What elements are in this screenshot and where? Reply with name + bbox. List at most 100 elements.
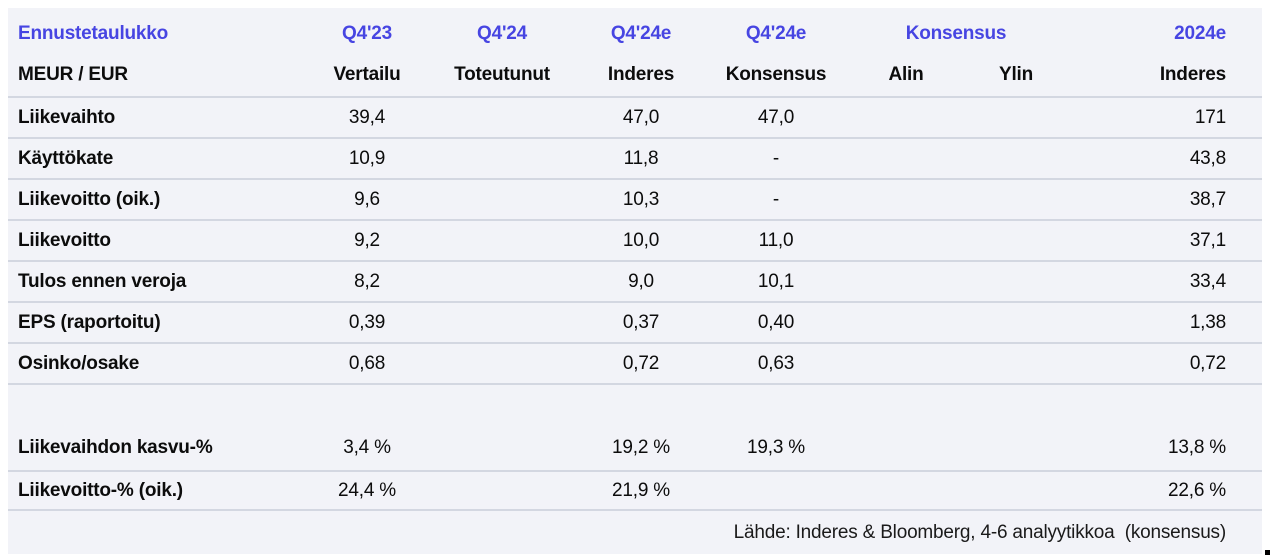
subheader-inderes-2024: Inderes [1159, 64, 1226, 85]
cell-value [846, 470, 966, 510]
cell-value: 10,3 [576, 178, 706, 220]
cell-value: 9,2 [306, 219, 428, 261]
row-label: Tulos ennen veroja [8, 260, 306, 302]
subheader-alin: Alin [888, 64, 924, 85]
cell-value: 47,0 [576, 96, 706, 138]
subheader-inderes: Inderes [607, 64, 675, 85]
cell-value: 8,2 [306, 260, 428, 302]
cell-value [706, 470, 846, 510]
header-q423: Q4'23 [342, 23, 392, 44]
table-row-tulos-ennen-veroja: Tulos ennen veroja 8,2 9,0 10,1 33,4 [8, 260, 1262, 302]
cell-value: - [706, 137, 846, 179]
cell-value [966, 342, 1066, 384]
table-row-kayttokate: Käyttökate 10,9 11,8 - 43,8 [8, 137, 1262, 179]
cell-value: 22,6 % [1066, 470, 1262, 510]
cell-value: 0,39 [306, 301, 428, 343]
table-row-eps: EPS (raportoitu) 0,39 0,37 0,40 1,38 [8, 301, 1262, 343]
cell-value [428, 178, 576, 220]
cell-value [966, 96, 1066, 138]
cell-value [966, 301, 1066, 343]
header-q424: Q4'24 [477, 23, 527, 44]
cell-value [846, 342, 966, 384]
cell-value: 11,8 [576, 137, 706, 179]
cell-value [846, 425, 966, 471]
cell-value [846, 301, 966, 343]
cell-value [846, 178, 966, 220]
cell-value: 0,37 [576, 301, 706, 343]
cell-value [966, 178, 1066, 220]
source-row: Lähde: Inderes & Bloomberg, 4-6 analyyti… [8, 509, 1262, 554]
cell-value: 1,38 [1066, 301, 1262, 343]
forecast-table: Ennustetaulukko Q4'23 Q4'24 Q4'24e Q4'24… [8, 8, 1262, 554]
cell-value: 171 [1066, 96, 1262, 138]
cell-value [428, 137, 576, 179]
cell-value [428, 425, 576, 471]
row-label: Liikevoitto [8, 219, 306, 261]
source-note: Lähde: Inderes & Bloomberg, 4-6 analyyti… [8, 509, 1262, 554]
cell-value: 33,4 [1066, 260, 1262, 302]
cell-value [428, 470, 576, 510]
cell-value: 13,8 % [1168, 436, 1226, 458]
cell-value [428, 301, 576, 343]
cell-value [966, 260, 1066, 302]
row-label: Liikevaihdon kasvu-% [18, 436, 213, 458]
header-q424e-konsensus: Q4'24e [745, 23, 807, 44]
cell-value: 39,4 [306, 96, 428, 138]
table-row-liikevoitto-pct: Liikevoitto-% (oik.) 24,4 % 21,9 % 22,6 … [8, 470, 1262, 510]
cell-value: 10,9 [306, 137, 428, 179]
cell-value: 10,0 [576, 219, 706, 261]
cell-value [966, 425, 1066, 471]
row-label: Liikevoitto-% (oik.) [8, 470, 306, 510]
cell-value: 19,3 % [747, 436, 805, 458]
forecast-table-sheet: Ennustetaulukko Q4'23 Q4'24 Q4'24e Q4'24… [8, 8, 1262, 554]
table-row-liikevoitto-oik: Liikevoitto (oik.) 9,6 10,3 - 38,7 [8, 178, 1262, 220]
cell-value: 19,2 % [612, 436, 670, 458]
cell-value: 0,63 [706, 342, 846, 384]
cell-value: 21,9 % [576, 470, 706, 510]
spacer-row [8, 383, 1262, 425]
cell-value [846, 137, 966, 179]
header-period-row: Ennustetaulukko Q4'23 Q4'24 Q4'24e Q4'24… [8, 8, 1262, 54]
unit-label: MEUR / EUR [18, 64, 128, 85]
header-source-row: MEUR / EUR Vertailu Toteutunut Inderes K… [8, 54, 1262, 97]
cell-value: 43,8 [1066, 137, 1262, 179]
subheader-ylin: Ylin [998, 64, 1034, 85]
cell-value: - [706, 178, 846, 220]
cell-value [966, 470, 1066, 510]
table-title: Ennustetaulukko [18, 23, 169, 44]
cell-value: 0,72 [1066, 342, 1262, 384]
table-row-osinko: Osinko/osake 0,68 0,72 0,63 0,72 [8, 342, 1262, 384]
table-row-liikevaihdon-kasvu: Liikevaihdon kasvu-% 3,4 % 19,2 % 19,3 %… [8, 425, 1262, 471]
header-konsensus-span: Konsensus [905, 23, 1007, 44]
cell-value: 0,40 [706, 301, 846, 343]
cell-value [428, 219, 576, 261]
row-label: Liikevoitto (oik.) [8, 178, 306, 220]
row-label: EPS (raportoitu) [8, 301, 306, 343]
cell-value: 0,68 [306, 342, 428, 384]
cell-value [846, 219, 966, 261]
row-label: Käyttökate [8, 137, 306, 179]
cell-value [846, 96, 966, 138]
cell-value: 0,72 [576, 342, 706, 384]
cell-value: 3,4 % [343, 436, 391, 458]
row-label: Osinko/osake [8, 342, 306, 384]
cell-value [428, 96, 576, 138]
header-q424e-inderes: Q4'24e [610, 23, 672, 44]
cell-value: 37,1 [1066, 219, 1262, 261]
cell-value: 9,6 [306, 178, 428, 220]
cell-value [966, 219, 1066, 261]
table-row-liikevoitto: Liikevoitto 9,2 10,0 11,0 37,1 [8, 219, 1262, 261]
cell-value: 10,1 [706, 260, 846, 302]
cell-value: 9,0 [576, 260, 706, 302]
cell-value: 24,4 % [306, 470, 428, 510]
corner-dot [1265, 550, 1270, 555]
cell-value [846, 260, 966, 302]
row-label: Liikevaihto [8, 96, 306, 138]
cell-value: 11,0 [706, 219, 846, 261]
cell-value: 47,0 [706, 96, 846, 138]
subheader-vertailu: Vertailu [333, 64, 401, 85]
header-2024e: 2024e [1174, 23, 1226, 44]
subheader-konsensus: Konsensus [725, 64, 827, 85]
subheader-toteutunut: Toteutunut [454, 64, 550, 85]
cell-value [428, 342, 576, 384]
